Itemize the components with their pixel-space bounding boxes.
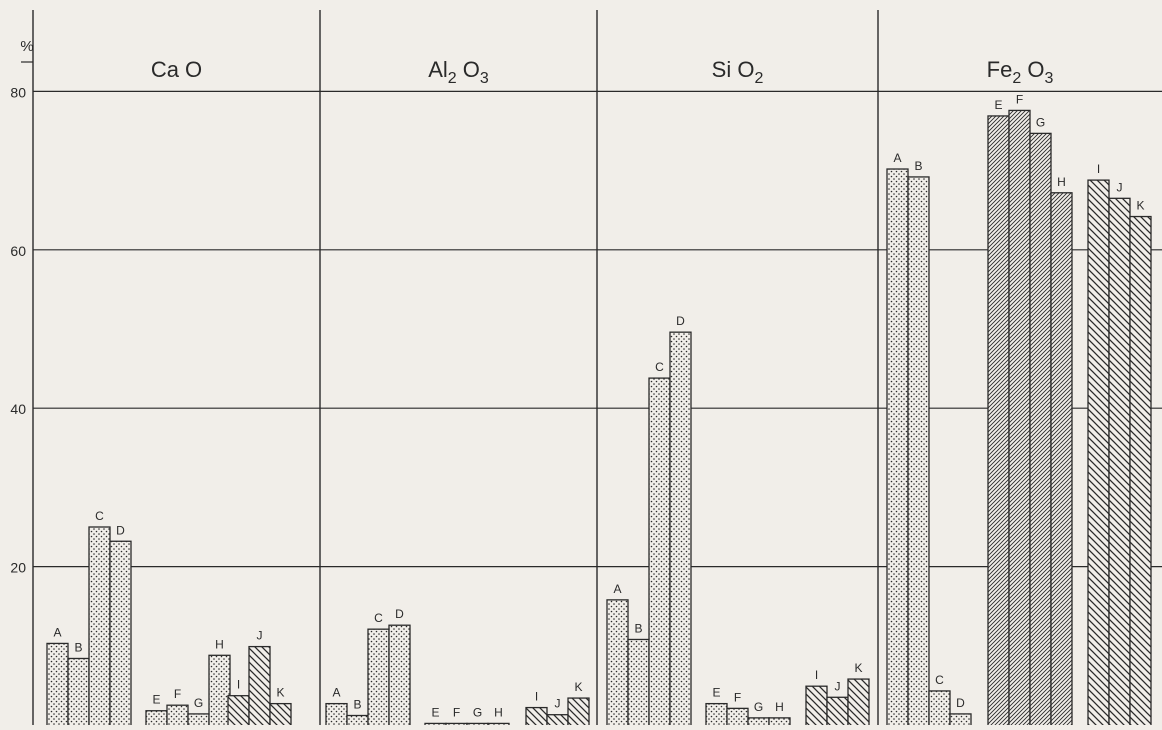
bar-label-2-G: G (473, 705, 482, 719)
bar-label-1-H: H (215, 637, 224, 651)
bar-3-D (669, 331, 692, 728)
bar-label-4-K: K (1136, 199, 1144, 213)
bar-label-3-K: K (854, 661, 862, 675)
bar-label-3-F: F (734, 690, 741, 704)
bar-1-G (187, 713, 210, 728)
bar-4-H (1050, 192, 1073, 728)
bar-2-C (367, 628, 390, 728)
bar-4-B (907, 176, 930, 728)
bar-3-F (726, 707, 749, 728)
bar-3-H (768, 717, 791, 728)
bar-1-J (248, 645, 271, 728)
bar-label-3-I: I (815, 668, 818, 682)
bar-label-1-B: B (74, 640, 82, 654)
bar-label-4-J: J (1117, 180, 1123, 194)
panel-title-4: Fe2 O3 (987, 57, 1054, 87)
bar-label-4-E: E (994, 98, 1002, 112)
y-tick-label-60: 60 (10, 243, 26, 259)
bar-label-1-E: E (152, 693, 160, 707)
bar-3-K (847, 678, 870, 728)
bar-label-1-D: D (116, 523, 125, 537)
bar-4-K (1129, 215, 1152, 728)
bar-1-B (67, 657, 90, 728)
bar-1-K (269, 702, 292, 728)
bar-4-G (1029, 132, 1052, 728)
bar-4-I (1087, 179, 1110, 728)
bar-4-F (1008, 109, 1031, 728)
bar-label-3-E: E (712, 686, 720, 700)
bar-label-2-I: I (535, 690, 538, 704)
panel-title-1: Ca O (151, 57, 202, 82)
bar-label-1-G: G (194, 696, 203, 710)
bar-4-J (1108, 197, 1131, 728)
bar-label-4-F: F (1016, 92, 1023, 106)
bar-3-G (747, 717, 770, 728)
panel-title-2: Al2 O3 (428, 57, 489, 87)
bar-label-2-J: J (555, 697, 561, 711)
bar-label-4-G: G (1036, 115, 1045, 129)
bar-label-3-B: B (634, 621, 642, 635)
bar-1-D (109, 540, 132, 728)
bar-label-3-J: J (835, 679, 841, 693)
bar-label-3-C: C (655, 360, 664, 374)
bar-label-1-J: J (257, 629, 263, 643)
bar-label-3-D: D (676, 314, 685, 328)
bar-1-E (145, 710, 168, 728)
bar-3-I (805, 685, 828, 728)
bar-2-K (567, 697, 590, 728)
bar-1-C (88, 526, 111, 728)
bar-4-C (928, 690, 951, 728)
bar-label-1-F: F (174, 687, 181, 701)
bar-label-4-H: H (1057, 175, 1066, 189)
bar-label-3-A: A (613, 582, 621, 596)
bar-label-3-H: H (775, 700, 784, 714)
bar-2-I (525, 706, 548, 728)
bar-label-2-K: K (574, 680, 582, 694)
y-tick-label-20: 20 (10, 560, 26, 576)
bar-label-2-C: C (374, 611, 383, 625)
bar-3-B (627, 638, 650, 728)
bar-label-1-C: C (95, 509, 104, 523)
bar-label-2-D: D (395, 607, 404, 621)
bar-label-2-F: F (453, 705, 460, 719)
bar-4-E (987, 115, 1010, 728)
bar-label-4-C: C (935, 673, 944, 687)
bar-label-4-B: B (914, 159, 922, 173)
bar-label-1-I: I (237, 678, 240, 692)
bar-label-3-G: G (754, 700, 763, 714)
bar-label-1-K: K (276, 686, 284, 700)
bar-label-1-A: A (53, 625, 61, 639)
bar-2-B (346, 714, 369, 728)
bar-2-J (546, 714, 569, 728)
bar-3-A (606, 599, 629, 728)
panel-title-3: Si O2 (712, 57, 764, 87)
bar-label-4-A: A (893, 151, 901, 165)
bar-label-2-E: E (431, 705, 439, 719)
bar-1-A (46, 642, 69, 728)
bar-2-D (388, 624, 411, 728)
y-tick-label-80: 80 (10, 84, 26, 100)
bar-3-C (648, 377, 671, 728)
y-unit-label: % (20, 38, 33, 55)
bar-1-H (208, 654, 231, 728)
bar-label-2-B: B (353, 697, 361, 711)
bar-1-F (166, 704, 189, 728)
bar-1-I (227, 695, 250, 728)
bar-label-2-A: A (332, 686, 340, 700)
y-tick-label-40: 40 (10, 401, 26, 417)
bar-2-A (325, 702, 348, 728)
bar-label-2-H: H (494, 705, 503, 719)
bar-3-J (826, 696, 849, 728)
bar-label-4-I: I (1097, 162, 1100, 176)
bar-3-E (705, 702, 728, 728)
bar-4-D (949, 713, 972, 728)
bar-4-A (886, 168, 909, 728)
bar-label-4-D: D (956, 696, 965, 710)
